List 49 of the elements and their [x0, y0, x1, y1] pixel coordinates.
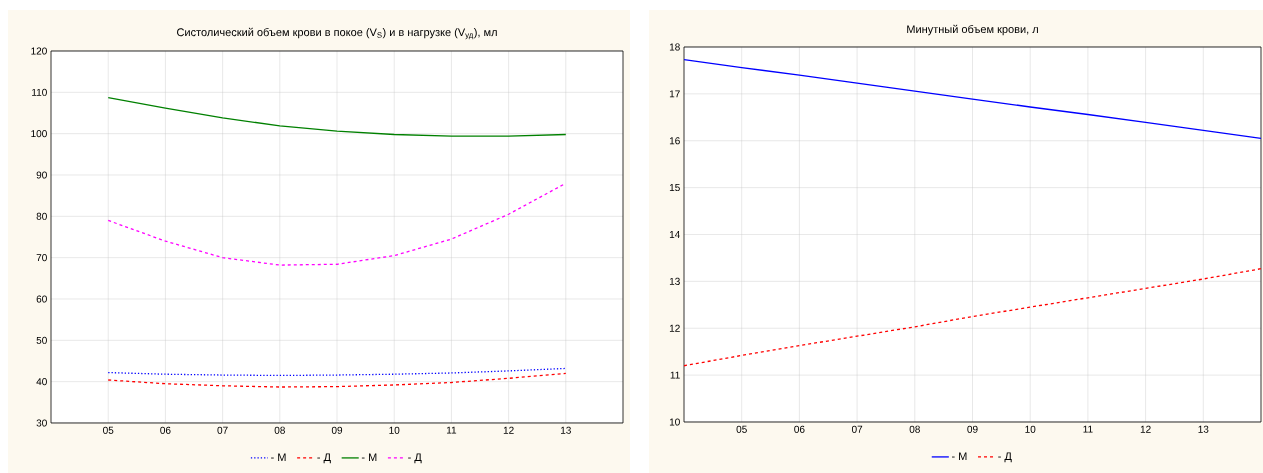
y-tick-label: 100 — [31, 130, 47, 138]
legend-label: - М — [361, 453, 377, 461]
x-tick-label: 05 — [103, 426, 114, 434]
y-tick-label: 70 — [36, 254, 47, 262]
x-tick-label: 07 — [851, 425, 863, 433]
x-tick-label: 08 — [909, 425, 920, 433]
legend-label: - Д — [998, 452, 1012, 463]
x-tick-label: 13 — [1198, 425, 1209, 433]
chart-title: Систолический объем крови в покое (V$_{S}$) и в нагрузке (V$_{уд}$), мл — [177, 27, 497, 40]
y-tick-label: 80 — [36, 212, 47, 220]
x-tick-label: 11 — [1083, 425, 1093, 433]
line-series — [107, 372, 567, 388]
x-tick-label: 10 — [389, 426, 400, 434]
x-tick-label: 06 — [794, 425, 805, 433]
y-tick-label: 110 — [32, 88, 47, 96]
x-tick-label: 12 — [503, 426, 514, 434]
line-series — [107, 97, 567, 137]
y-tick-label: 15 — [669, 184, 680, 192]
y-tick-label: 30 — [36, 419, 47, 427]
y-tick-label: 11 — [670, 371, 680, 379]
x-tick-label: 05 — [736, 425, 747, 433]
x-tick-label: 11 — [446, 426, 457, 434]
y-tick-label: 17 — [669, 90, 680, 98]
legend-label: - М — [271, 453, 286, 461]
x-tick-label: 06 — [160, 426, 171, 434]
x-tick-label: 09 — [331, 426, 343, 434]
legend-label: - Д — [317, 453, 331, 464]
y-tick-label: 50 — [36, 336, 47, 344]
x-tick-label: 09 — [967, 425, 978, 433]
y-tick-label: 90 — [36, 171, 47, 179]
line-series — [107, 367, 567, 377]
y-tick-label: 12 — [669, 324, 680, 332]
x-tick-label: 13 — [561, 426, 571, 434]
legend-label: - Д — [408, 453, 422, 464]
y-tick-label: 60 — [36, 295, 47, 303]
chart-title: Минутный объем крови, л — [907, 24, 1038, 36]
y-tick-label: 120 — [31, 47, 47, 55]
x-tick-label: 08 — [274, 426, 285, 434]
x-tick-label: 12 — [1140, 425, 1151, 433]
line-series — [684, 59, 1261, 140]
legend-label: - М — [951, 452, 967, 460]
y-tick-label: 10 — [669, 418, 680, 426]
y-tick-label: 40 — [36, 378, 47, 386]
y-tick-label: 16 — [669, 137, 680, 145]
x-tick-label: 07 — [217, 426, 228, 434]
x-tick-label: 10 — [1025, 425, 1036, 433]
y-tick-label: 13 — [669, 277, 680, 285]
y-tick-label: 14 — [669, 231, 680, 238]
y-tick-label: 18 — [669, 43, 680, 51]
